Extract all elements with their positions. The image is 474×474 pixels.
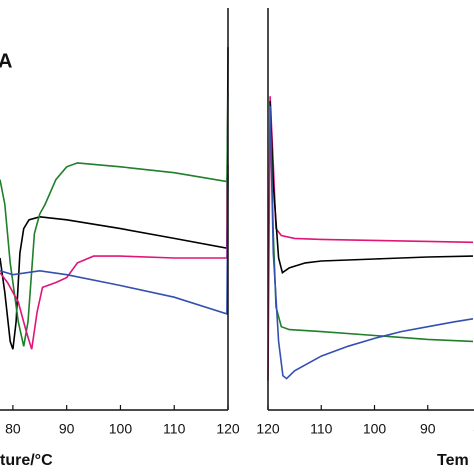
curve — [269, 101, 474, 275]
x-tick-label: 100 — [109, 421, 133, 437]
x-tick-label: 90 — [59, 421, 75, 437]
x-tick-label: 110 — [310, 421, 333, 437]
curve — [269, 105, 474, 343]
x-tick-label: 90 — [420, 421, 436, 437]
x-tick-label: 80 — [5, 421, 21, 437]
curve — [0, 47, 229, 350]
curve — [0, 174, 229, 315]
x-tick-label: 120 — [256, 421, 280, 437]
curve — [269, 105, 474, 380]
x-axis-label: ture/°C — [0, 452, 53, 469]
x-tick-label: 110 — [163, 421, 186, 437]
x-tick-label: 100 — [363, 421, 387, 437]
x-tick-label: 120 — [216, 421, 240, 437]
curve — [0, 91, 229, 347]
curve — [0, 164, 229, 350]
x-axis-label: Tem — [437, 452, 469, 469]
panel-label: A — [0, 50, 12, 72]
curve — [267, 96, 474, 381]
